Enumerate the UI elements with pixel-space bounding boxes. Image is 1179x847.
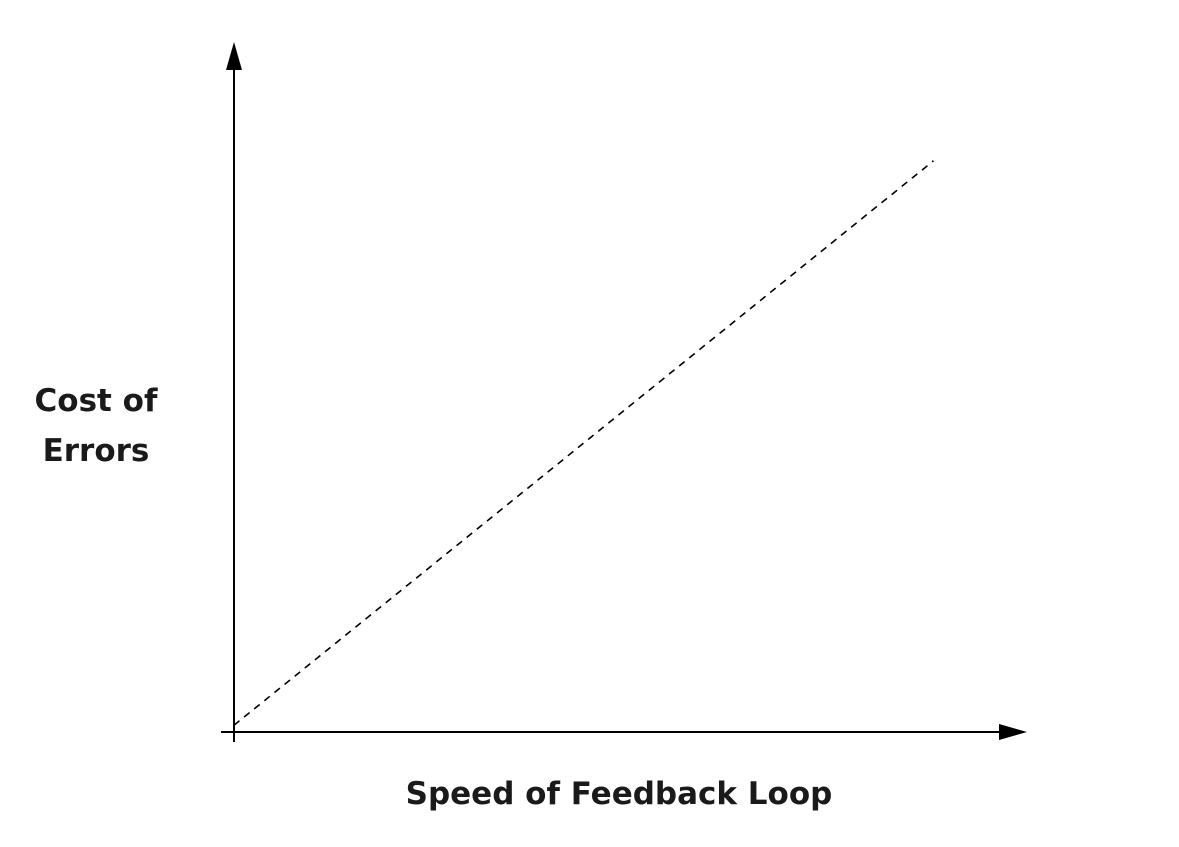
y-axis-arrow-icon bbox=[226, 42, 242, 70]
series-line-dashed bbox=[233, 160, 935, 726]
y-axis-label-line-2: Errors bbox=[43, 433, 150, 469]
y-axis-label-line-1: Cost of bbox=[35, 383, 158, 419]
x-axis-label: Speed of Feedback Loop bbox=[406, 776, 833, 812]
x-axis-arrow-icon bbox=[999, 724, 1027, 740]
